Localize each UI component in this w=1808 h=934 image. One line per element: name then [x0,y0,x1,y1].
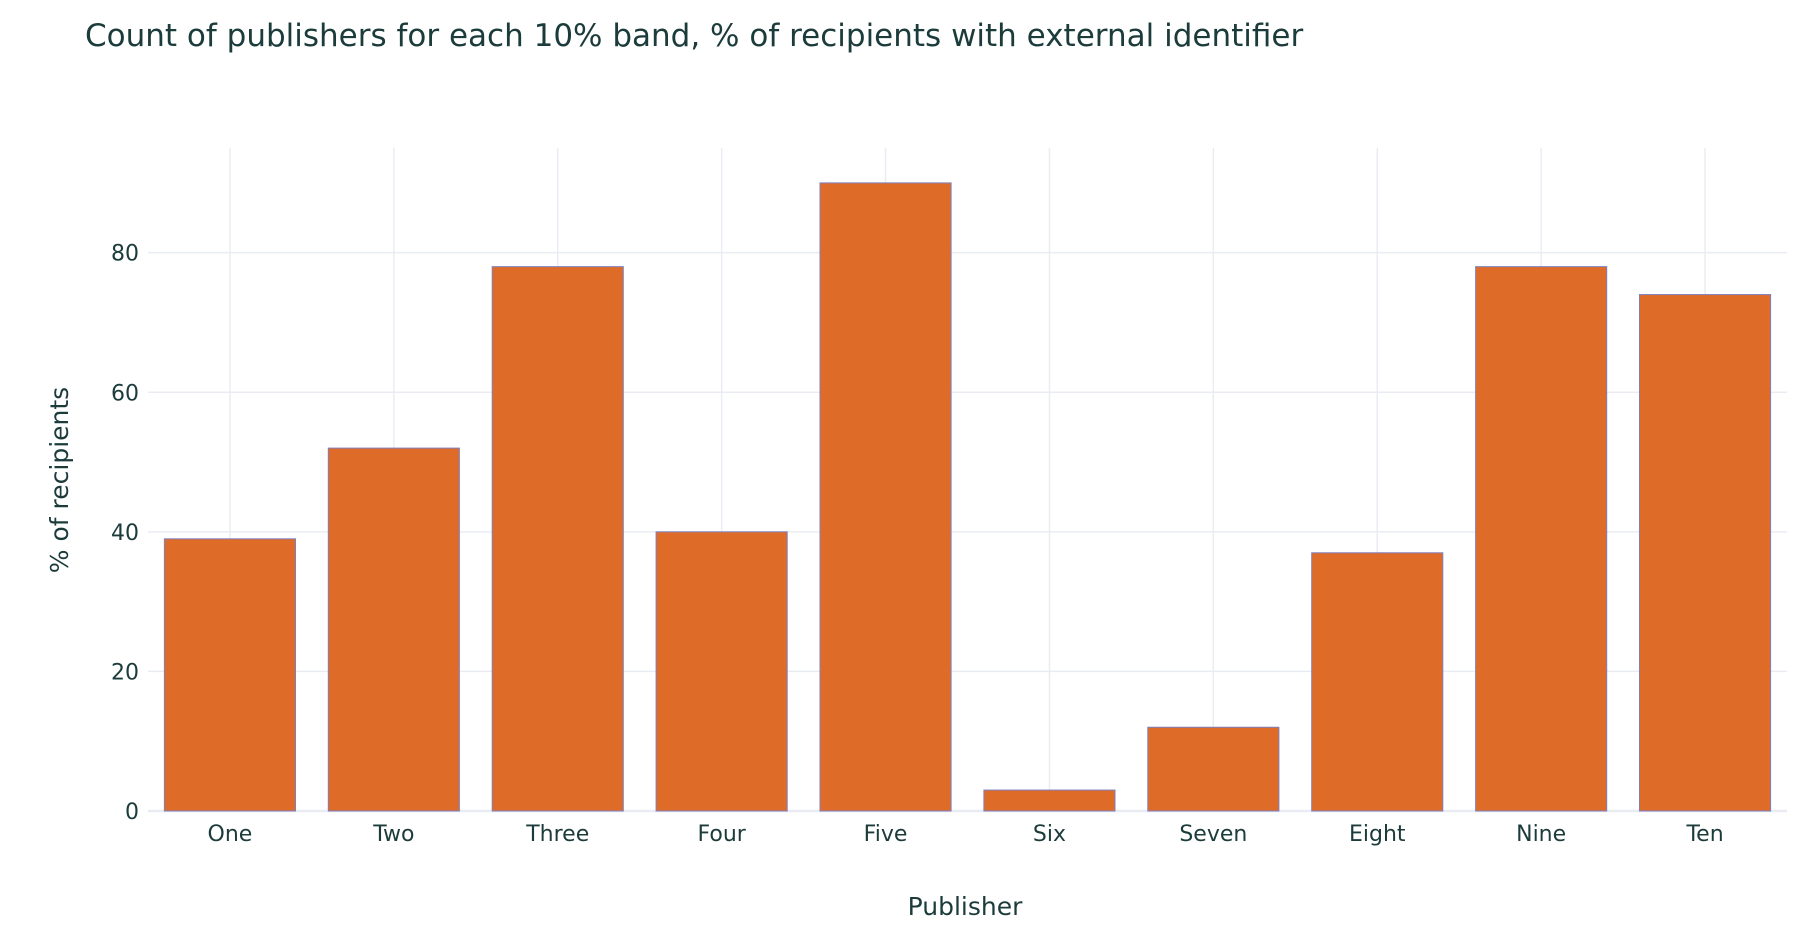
x-tick-label: Two [372,822,414,847]
y-tick-label: 20 [111,660,139,685]
bar-two [327,447,460,812]
bar-ten [1638,294,1772,812]
y-tick-label: 0 [125,800,139,825]
chart-title: Count of publishers for each 10% band, %… [85,18,1303,54]
x-axis-ticks: One Two Three Four Five Six Seven Eight Nine Ten [208,822,1724,847]
bar-six [983,789,1116,812]
x-tick-label: Ten [1685,822,1723,847]
y-tick-label: 40 [111,521,139,546]
bar-one [163,538,297,812]
y-axis-ticks: 0 20 40 60 80 [111,242,139,825]
x-tick-label: One [208,822,253,847]
bar-seven [1147,726,1280,812]
x-tick-label: Eight [1349,822,1406,847]
x-tick-label: Three [525,822,589,847]
y-axis-title: % of recipients [45,387,74,573]
x-tick-label: Seven [1179,822,1247,847]
y-tick-label: 60 [111,381,139,406]
bar-eight [1311,552,1444,812]
x-tick-label: Four [697,822,746,847]
x-tick-label: Six [1033,822,1066,847]
x-axis-title: Publisher [908,892,1023,921]
bar-nine [1475,266,1608,812]
x-tick-label: Nine [1516,822,1566,847]
bars [163,182,1772,812]
bar-five [819,182,952,812]
x-tick-label: Five [864,822,908,847]
bar-three [491,266,624,812]
bar-four [655,531,788,812]
y-tick-label: 80 [111,242,139,267]
